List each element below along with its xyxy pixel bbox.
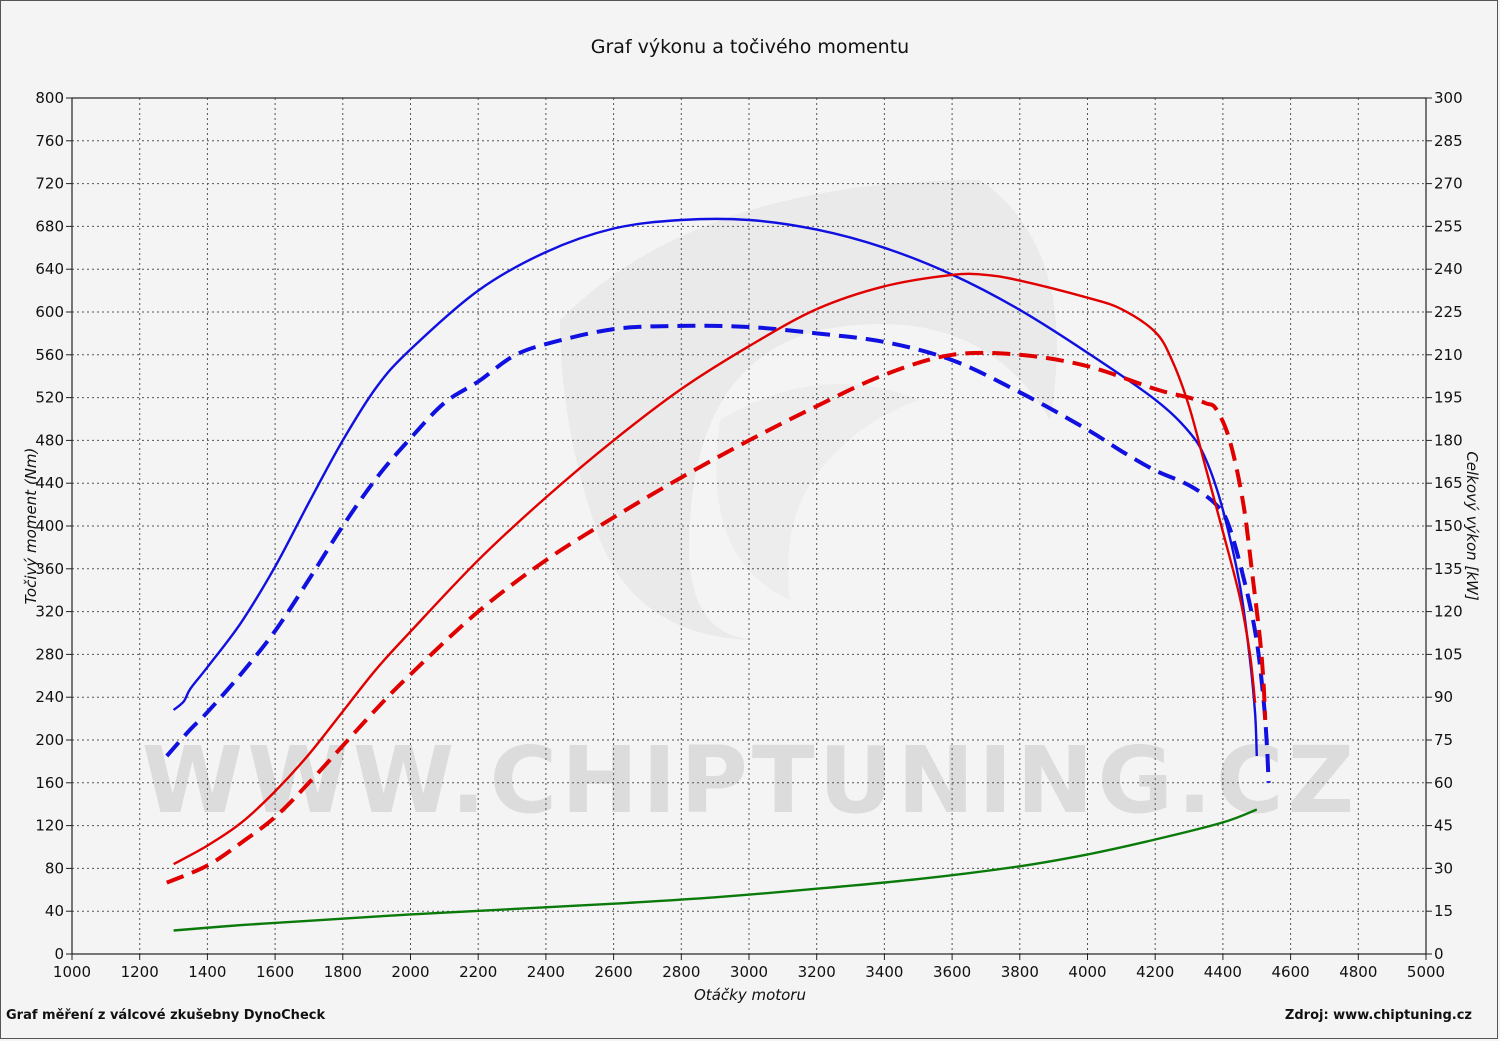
y-right-tick-label: 120 [1434, 603, 1463, 621]
y-right-tick-label: 165 [1434, 474, 1463, 492]
footer-source-note: Graf měření z válcové zkušebny DynoCheck [6, 1008, 325, 1023]
y-right-tick-label: 195 [1434, 389, 1463, 407]
y-left-tick-label: 360 [35, 560, 64, 578]
y-right-tick-label: 15 [1434, 902, 1453, 920]
y-right-tick-label: 105 [1434, 645, 1463, 663]
footer-credit: Zdroj: www.chiptuning.cz [1285, 1008, 1472, 1023]
y-left-tick-label: 80 [45, 859, 64, 877]
series-line-2 [165, 323, 1271, 783]
y-left-tick-label: 200 [35, 731, 64, 749]
x-tick-label: 4400 [1204, 963, 1242, 981]
y-right-tick-label: 180 [1434, 431, 1463, 449]
x-tick-label: 1400 [188, 963, 226, 981]
y-axis-left: 0 40 80 120 160 200 240 280 320 360 400 440 480 520 56… [35, 89, 72, 963]
y-left-tick-label: 560 [35, 346, 64, 364]
x-tick-label: 3000 [730, 963, 768, 981]
x-tick-label: 1800 [324, 963, 362, 981]
y-axis-right-label: Celkový výkon [kW] [1463, 451, 1481, 601]
y-left-tick-label: 520 [35, 389, 64, 407]
grid [72, 98, 1426, 954]
y-right-tick-label: 75 [1434, 731, 1453, 749]
y-right-tick-label: 255 [1434, 217, 1463, 235]
y-left-tick-label: 120 [35, 817, 64, 835]
y-left-tick-label: 600 [35, 303, 64, 321]
y-right-tick-label: 210 [1434, 346, 1463, 364]
x-tick-label: 4800 [1339, 963, 1377, 981]
x-axis: 1000 1200 1400 1600 1800 2000 2200 2400 2600 2800… [53, 954, 1445, 981]
chart-title: Graf výkonu a točivého momentu [591, 36, 909, 58]
x-tick-label: 1200 [121, 963, 159, 981]
y-right-tick-label: 30 [1434, 859, 1453, 877]
y-left-tick-label: 760 [35, 132, 64, 150]
series-line-5 [173, 808, 1258, 932]
y-left-tick-label: 480 [35, 431, 64, 449]
series-line-3 [173, 272, 1257, 866]
x-tick-label: 2000 [391, 963, 429, 981]
y-right-tick-label: 270 [1434, 175, 1463, 193]
y-right-tick-label: 135 [1434, 560, 1463, 578]
x-tick-label: 5000 [1407, 963, 1445, 981]
y-axis-left-label: Točivý moment (Nm) [22, 448, 40, 605]
x-tick-label: 3600 [933, 963, 971, 981]
x-tick-label: 3200 [798, 963, 836, 981]
y-left-tick-label: 280 [35, 645, 64, 663]
y-right-tick-label: 300 [1434, 89, 1463, 107]
y-left-tick-label: 440 [35, 474, 64, 492]
y-right-tick-label: 45 [1434, 817, 1453, 835]
watermark-logo [560, 180, 1057, 640]
y-right-tick-label: 90 [1434, 688, 1453, 706]
y-right-tick-label: 0 [1434, 945, 1444, 963]
y-right-tick-label: 240 [1434, 260, 1463, 278]
y-left-tick-label: 400 [35, 517, 64, 535]
x-tick-label: 4600 [1272, 963, 1310, 981]
series-line-4 [166, 350, 1268, 885]
y-left-tick-label: 720 [35, 175, 64, 193]
y-left-tick-label: 800 [35, 89, 64, 107]
y-left-tick-label: 0 [54, 945, 64, 963]
x-axis-label: Otáčky motoru [694, 986, 806, 1004]
y-left-tick-label: 240 [35, 688, 64, 706]
y-left-tick-label: 320 [35, 603, 64, 621]
y-left-tick-label: 640 [35, 260, 64, 278]
y-axis-right: 0 15 30 45 60 75 90 105 120 135 150 165 180 195 210 225… [1426, 89, 1463, 963]
y-left-tick-label: 680 [35, 217, 64, 235]
y-right-tick-label: 225 [1434, 303, 1463, 321]
x-tick-label: 2200 [459, 963, 497, 981]
x-tick-label: 2800 [662, 963, 700, 981]
y-right-tick-label: 60 [1434, 774, 1453, 792]
x-tick-label: 4000 [1068, 963, 1106, 981]
x-tick-label: 1000 [53, 963, 91, 981]
series-group [165, 217, 1271, 932]
y-left-tick-label: 40 [45, 902, 64, 920]
x-tick-label: 1600 [256, 963, 294, 981]
watermark-text: WWW.CHIPTUNING.CZ [142, 727, 1358, 834]
y-right-tick-label: 285 [1434, 132, 1463, 150]
x-tick-label: 4200 [1136, 963, 1174, 981]
x-tick-label: 2400 [527, 963, 565, 981]
x-tick-label: 3800 [1001, 963, 1039, 981]
y-right-tick-label: 150 [1434, 517, 1463, 535]
x-tick-label: 3400 [865, 963, 903, 981]
x-tick-label: 2600 [595, 963, 633, 981]
series-line-1 [172, 217, 1258, 757]
y-left-tick-label: 160 [35, 774, 64, 792]
